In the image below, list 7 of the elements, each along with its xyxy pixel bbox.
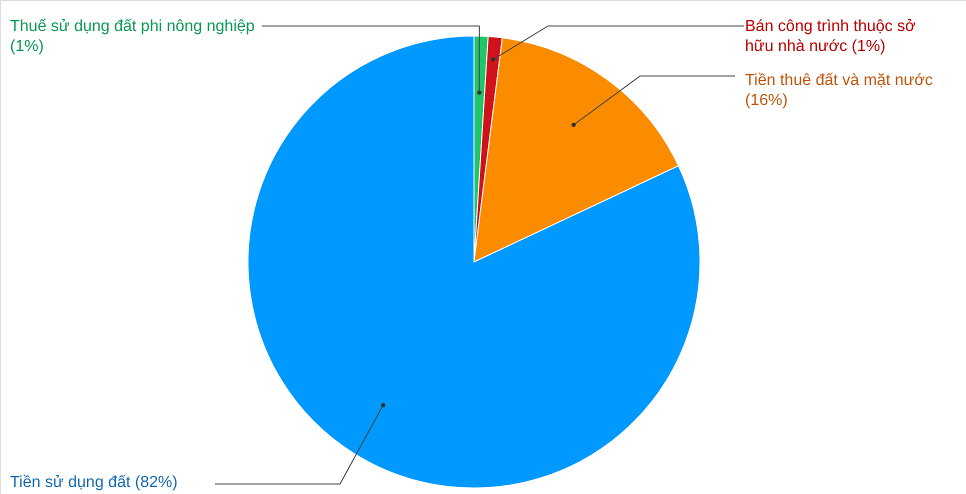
data-label: (16%) [745,92,788,109]
data-label: (1%) [10,38,44,55]
pie-slice [248,36,700,488]
slice-label: Tiền thuê đất và mặt nước [745,72,933,89]
slice-label: Bán công trình thuộc sở hữu nhà nước (1%) [745,18,916,55]
slice-label: Tiền sử dụng đất (82%) [10,474,178,491]
slice-label: Thuế sử dụng đất phi nông nghiệp [10,18,255,35]
